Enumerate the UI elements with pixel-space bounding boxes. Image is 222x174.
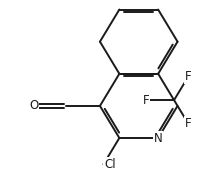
Text: Cl: Cl [104,158,116,171]
Text: N: N [154,132,163,144]
Text: F: F [185,117,191,130]
Text: F: F [143,94,149,107]
Text: O: O [29,99,39,112]
Text: F: F [185,70,191,84]
